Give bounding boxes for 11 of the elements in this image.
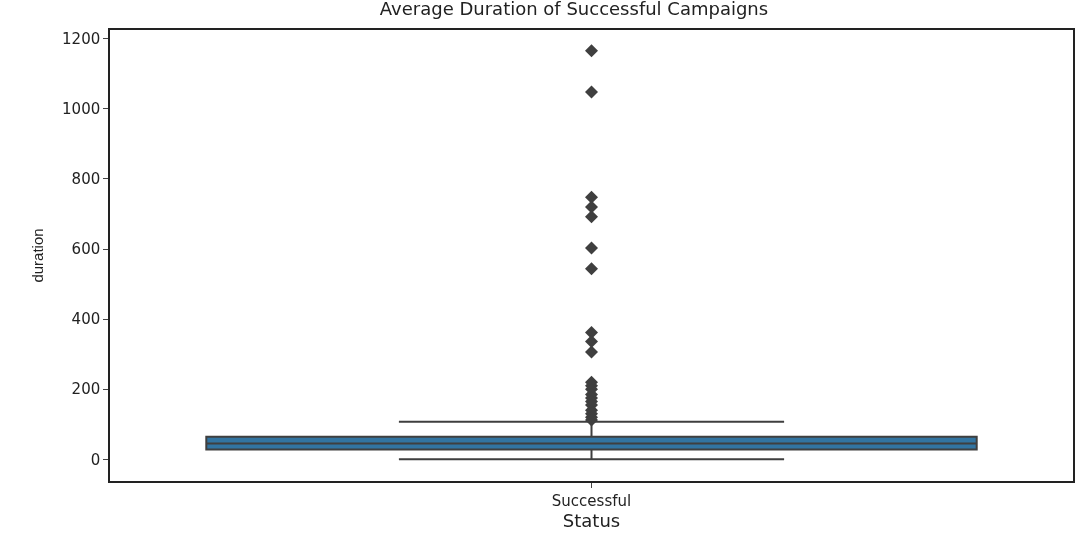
y-tick-label: 0 [90,450,101,469]
y-tick-label: 1000 [62,100,101,119]
y-tick-label: 200 [71,380,101,399]
x-axis-title: Status [562,509,621,531]
y-tick-label: 400 [71,310,101,329]
x-tick-label: Successful [551,491,632,510]
y-tick-label: 800 [71,170,101,189]
y-axis-title: duration [28,228,46,283]
chart-title: Average Duration of Successful Campaigns [379,0,769,20]
y-tick-label: 600 [71,240,101,259]
y-tick-label: 1200 [62,30,101,49]
